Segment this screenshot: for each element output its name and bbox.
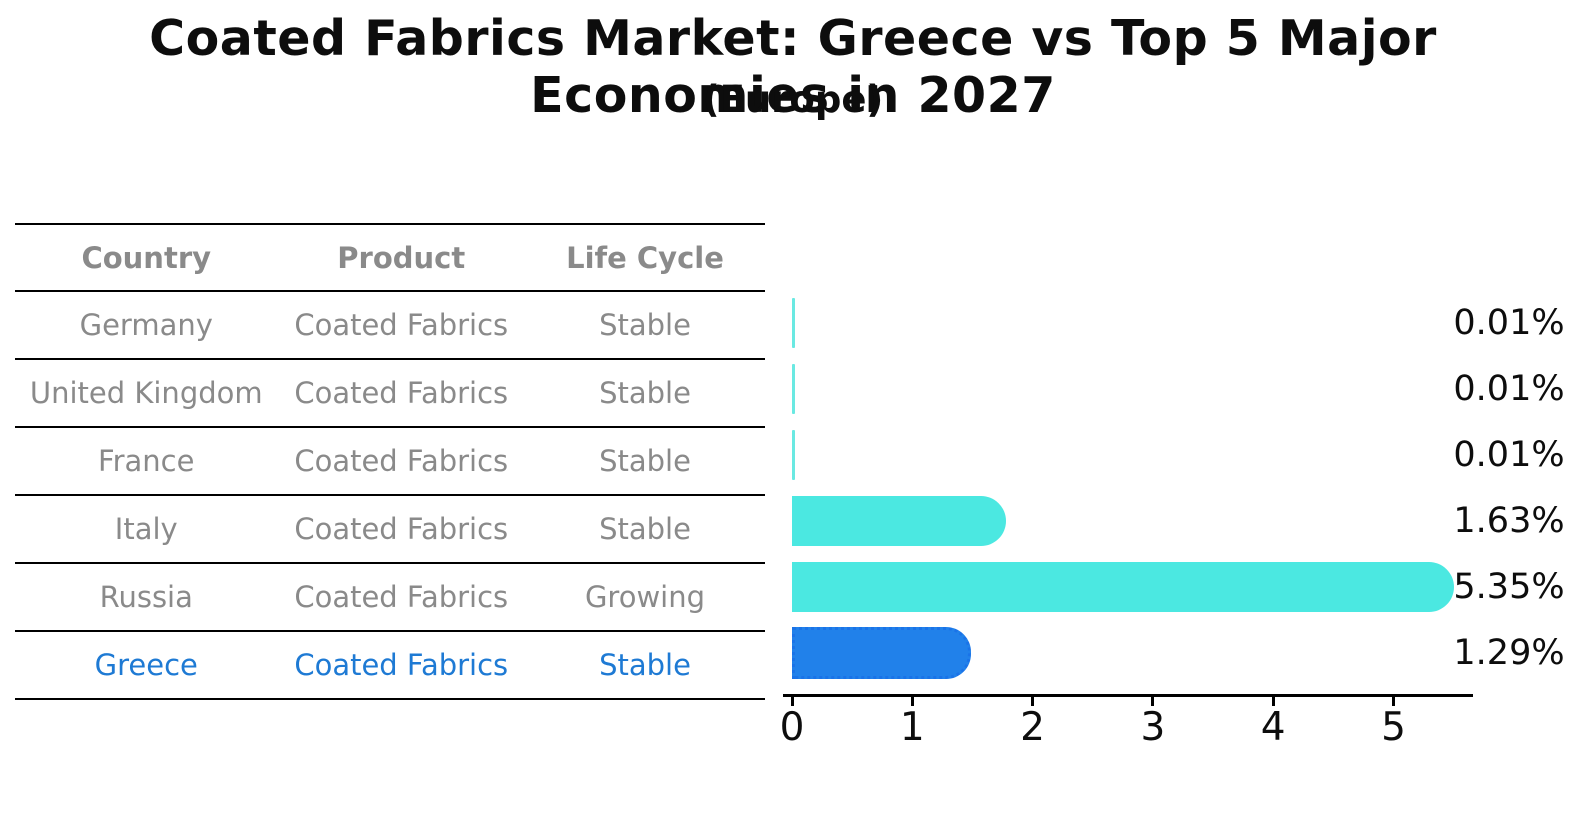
cell-country: Germany [79, 308, 213, 342]
cell-country: United Kingdom [29, 376, 263, 410]
value-label-france: 0.01% [1453, 435, 1565, 475]
bar-row-russia [792, 554, 1492, 620]
value-label-italy: 1.63% [1453, 501, 1565, 541]
cell-lifecycle: Stable [599, 512, 691, 546]
x-axis-tick [790, 697, 794, 706]
cell-lifecycle: Stable [599, 308, 691, 342]
bar-russia [792, 562, 1454, 612]
cell-product: Coated Fabrics [294, 376, 509, 410]
cell-lifecycle: Stable [599, 444, 691, 478]
chart-subtitle: (Europe) [702, 78, 884, 121]
table-header-row: Country Product Life Cycle [15, 223, 765, 292]
table-row-russia: Russia Coated Fabrics Growing [15, 564, 765, 632]
value-label-germany: 0.01% [1453, 303, 1565, 343]
bar-row-germany [792, 290, 1492, 356]
bar-row-united-kingdom [792, 356, 1492, 422]
bar-plot [792, 290, 1492, 686]
x-axis-tick-label: 2 [1020, 705, 1045, 750]
value-label-column: 0.01% 0.01% 0.01% 1.63% 5.35% 1.29% [1448, 290, 1570, 686]
bar-row-france [792, 422, 1492, 488]
table-row-greece: Greece Coated Fabrics Stable [15, 632, 765, 700]
cell-product: Coated Fabrics [294, 648, 509, 682]
bar-italy [792, 496, 1007, 546]
bar-germany [792, 298, 795, 348]
x-axis-tick-label: 3 [1140, 705, 1166, 750]
cell-country: Russia [99, 580, 193, 614]
cell-country: France [98, 444, 195, 478]
table-row-united-kingdom: United Kingdom Coated Fabrics Stable [15, 360, 765, 428]
column-header-lifecycle: Life Cycle [566, 240, 724, 275]
table-row-france: France Coated Fabrics Stable [15, 428, 765, 496]
cell-product: Coated Fabrics [294, 580, 509, 614]
bar-row-italy [792, 488, 1492, 554]
cell-product: Coated Fabrics [294, 308, 509, 342]
x-axis-tick [910, 697, 914, 706]
value-label-greece: 1.29% [1453, 633, 1565, 673]
cell-lifecycle: Stable [599, 376, 691, 410]
bar-greece [792, 627, 972, 679]
x-axis-tick [1031, 697, 1035, 706]
cell-country: Italy [114, 512, 178, 546]
cell-product: Coated Fabrics [294, 444, 509, 478]
x-axis-tick [1392, 697, 1395, 706]
table-row-germany: Germany Coated Fabrics Stable [15, 292, 765, 360]
bar-united-kingdom [792, 364, 795, 414]
x-axis-tick [1271, 697, 1275, 706]
table-row-italy: Italy Coated Fabrics Stable [15, 496, 765, 564]
x-axis-tick-label: 4 [1260, 705, 1286, 750]
x-axis-tick [1151, 697, 1155, 706]
bar-france [792, 430, 795, 480]
x-axis-tick-label: 0 [779, 705, 805, 750]
cell-lifecycle: Stable [599, 648, 691, 682]
value-label-united-kingdom: 0.01% [1453, 369, 1565, 409]
x-axis-tick-label: 5 [1381, 705, 1406, 750]
column-header-product: Product [337, 240, 466, 275]
cell-product: Coated Fabrics [294, 512, 509, 546]
country-table: Country Product Life Cycle Germany Coate… [15, 223, 765, 700]
cell-lifecycle: Growing [584, 580, 706, 614]
value-label-russia: 5.35% [1453, 567, 1565, 607]
column-header-country: Country [81, 240, 212, 275]
bar-row-greece [792, 620, 1492, 686]
x-axis-tick-label: 1 [899, 705, 925, 750]
cell-country: Greece [94, 648, 198, 682]
chart-title: Coated Fabrics Market: Greece vs Top 5 M… [149, 10, 1437, 124]
x-axis-line [783, 694, 1473, 697]
